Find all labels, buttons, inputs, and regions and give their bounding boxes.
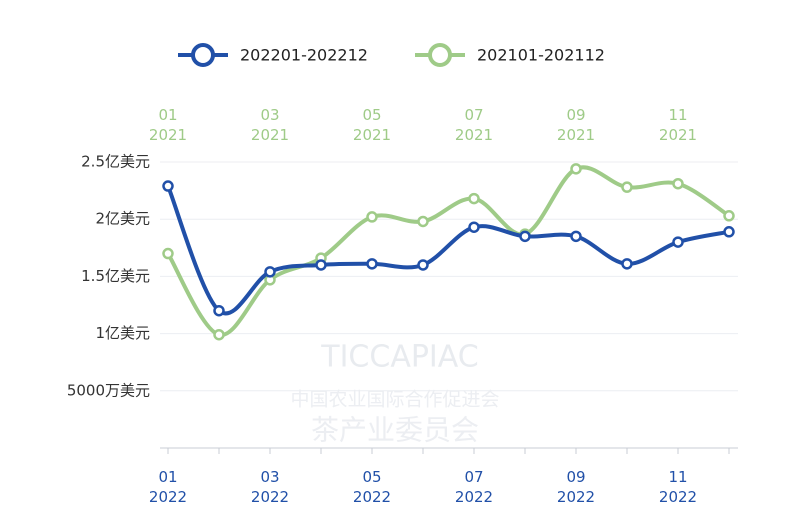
point [315,259,327,271]
point [723,210,735,222]
point [162,247,174,260]
x-top-tick-label: 11 2021 [659,106,697,144]
legend-label: 202101-202112 [477,46,605,65]
legend-marker [191,43,215,67]
x-top-tick-label-part: 09 [566,106,585,124]
point [621,181,633,193]
x-tick-label-part: 01 [158,468,177,486]
y-tick-label: 5000万美元 [67,381,150,399]
legend-marker [428,43,452,67]
point [672,177,684,190]
point [213,304,225,317]
x-top-tick-label: 07 2021 [455,106,493,144]
x-tick-label: 07 2022 [455,468,493,506]
point [264,266,276,278]
x-top-tick-label: 01 2021 [149,106,187,144]
x-tick-label: 09 2022 [557,468,595,506]
watermark: TICCAPIAC [320,340,478,375]
x-tick-label: 05 2022 [353,468,391,506]
point [621,258,633,270]
x-tick-label-part: 2022 [353,488,391,506]
y-tick-label: 1亿美元 [95,324,150,342]
point [672,236,684,248]
watermark: 中国农业国际合作促进会 [290,389,499,411]
y-tick-label: 2亿美元 [95,210,150,228]
x-top-tick-label-part: 03 [260,106,279,124]
x-top-tick-label-part: 2021 [251,126,289,144]
x-top-tick-label-part: 2021 [557,126,595,144]
x-top-tick-label-part: 05 [362,106,381,124]
point [468,221,480,233]
x-tick-label: 01 2022 [149,468,187,506]
x-tick-label-part: 11 [668,468,687,486]
x-tick-label-part: 03 [260,468,279,486]
point [570,163,582,175]
x-top-tick-label-part: 01 [158,106,177,124]
legend-label: 202201-202212 [240,46,368,65]
y-tick-label: 1.5亿美元 [81,267,150,285]
x-tick-label-part: 07 [464,468,483,486]
x-tick-label: 03 2022 [251,468,289,506]
x-tick-label-part: 2022 [659,488,697,506]
x-top-tick-label: 09 2021 [557,106,595,144]
point [213,328,225,341]
x-top-tick-label: 05 2021 [353,106,391,144]
x-top-tick-label-part: 2021 [659,126,697,144]
point [519,230,531,243]
point [366,211,378,223]
point [162,180,174,192]
point [366,258,378,270]
point [468,192,480,205]
x-tick-label-part: 2022 [251,488,289,506]
point [723,226,735,238]
point [417,259,429,271]
x-tick-label-part: 2022 [149,488,187,506]
x-tick-label-part: 2022 [455,488,493,506]
x-tick-label: 11 2022 [659,468,697,506]
x-tick-label-part: 05 [362,468,381,486]
point [570,230,582,243]
x-top-tick-label-part: 2021 [149,126,187,144]
y-tick-label: 2.5亿美元 [81,153,150,171]
watermark: 茶产业委员会 [311,414,479,447]
x-tick-label-part: 2022 [557,488,595,506]
x-tick-label-part: 09 [566,468,585,486]
x-top-tick-label: 03 2021 [251,106,289,144]
x-top-tick-label-part: 11 [668,106,687,124]
x-top-tick-label-part: 07 [464,106,483,124]
point [417,215,429,228]
x-top-tick-label-part: 2021 [353,126,391,144]
x-top-tick-label-part: 2021 [455,126,493,144]
